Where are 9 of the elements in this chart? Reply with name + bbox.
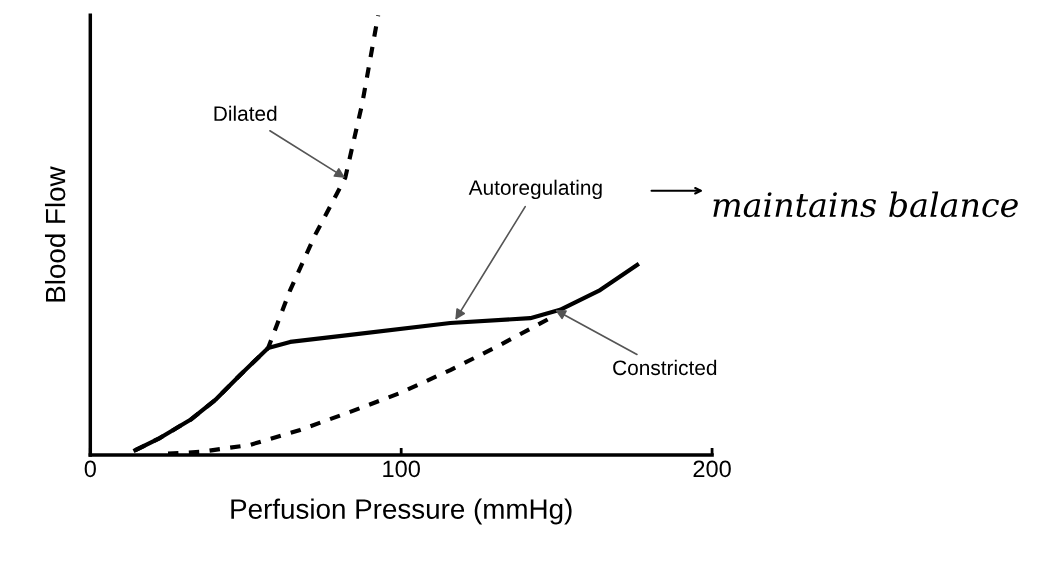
annotation: Constricted [613, 359, 717, 376]
y-axis-title: Blood Flow [44, 166, 66, 302]
x-tick-label: 200 [693, 460, 731, 478]
x-tick-label: 100 [383, 460, 420, 478]
x-axis-title: Perfusion Pressure (mmHg) [231, 498, 572, 525]
x-tick-label: 0 [84, 460, 96, 478]
annotation: Autoregulating [468, 179, 602, 200]
text: maintains balance [713, 191, 1018, 218]
annotation: Dilated [214, 105, 277, 121]
